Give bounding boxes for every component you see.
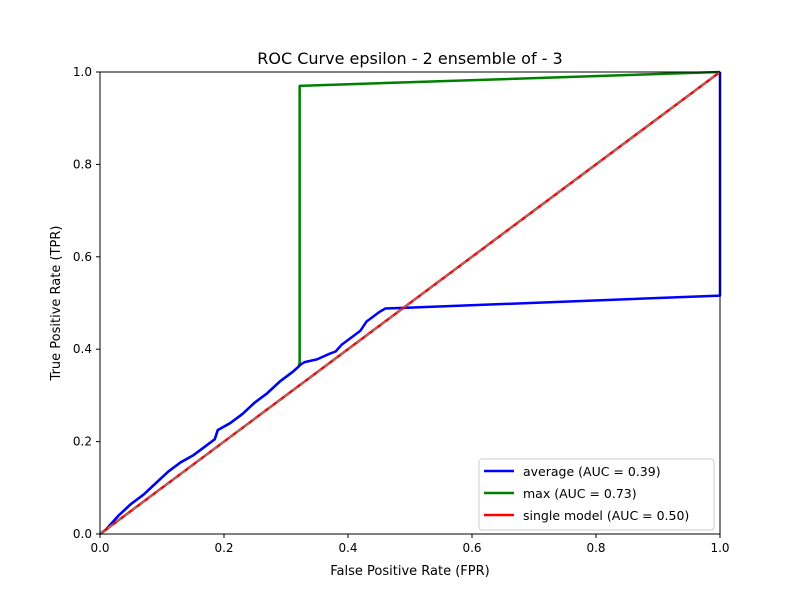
reference-diagonal-line	[99, 71, 721, 535]
x-axis-label: False Positive Rate (FPR)	[330, 564, 489, 579]
legend-label-average: average (AUC = 0.39)	[523, 464, 661, 479]
y-tick-label: 0.4	[73, 342, 92, 356]
legend: average (AUC = 0.39) max (AUC = 0.73) si…	[478, 458, 715, 531]
x-tick-label: 0.6	[462, 541, 481, 555]
plot-area	[99, 70, 722, 536]
legend-box	[478, 458, 715, 531]
legend-label-single-model: single model (AUC = 0.50)	[523, 508, 689, 523]
y-tick-label: 0.8	[73, 157, 92, 171]
y-tick-label: 0.2	[73, 435, 92, 449]
series-line-average	[99, 72, 722, 536]
y-tick-label: 0.6	[73, 250, 92, 264]
legend-label-max: max (AUC = 0.73)	[523, 486, 637, 501]
axes: 0.0 0.2 0.4 0.6 0.8 1.0 0.0 0.2 0.4 0.6 0.8 1.0	[73, 65, 730, 555]
x-tick-label: 0.0	[90, 541, 109, 555]
chart-title: ROC Curve epsilon - 2 ensemble of - 3	[257, 49, 562, 68]
x-tick-label: 0.2	[214, 541, 233, 555]
x-tick-label: 0.8	[586, 541, 605, 555]
y-tick-label: 0.0	[73, 527, 92, 541]
axes-frame	[99, 71, 721, 535]
y-axis-label: True Positive Rate (TPR)	[49, 226, 64, 382]
x-tick-label: 1.0	[710, 541, 729, 555]
y-tick-label: 1.0	[73, 65, 92, 79]
x-tick-label: 0.4	[338, 541, 357, 555]
